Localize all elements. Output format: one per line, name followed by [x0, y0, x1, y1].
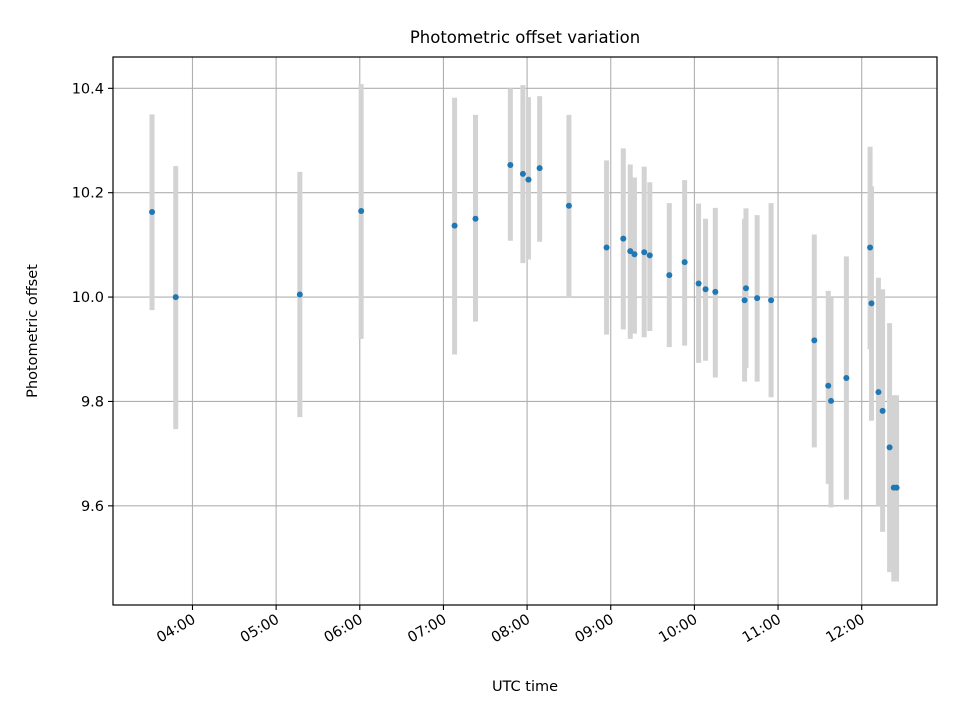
y-axis-label: Photometric offset	[25, 264, 41, 398]
data-point	[603, 244, 610, 251]
y-tick-label: 9.6	[81, 499, 104, 515]
data-point	[893, 484, 900, 491]
data-point	[843, 374, 850, 381]
data-point	[627, 248, 634, 255]
data-point	[149, 209, 156, 216]
data-point	[358, 207, 365, 214]
data-point	[712, 288, 719, 295]
data-point	[172, 294, 179, 301]
data-point	[646, 252, 653, 259]
data-point	[536, 165, 543, 172]
data-point	[472, 215, 479, 222]
data-point	[620, 235, 627, 242]
data-point	[631, 251, 638, 258]
y-tick-label: 9.8	[81, 394, 104, 410]
data-point	[507, 162, 514, 169]
y-tick-label: 10.4	[72, 81, 104, 97]
data-point	[702, 286, 709, 293]
data-point	[519, 170, 526, 177]
data-point	[879, 407, 886, 414]
data-point	[828, 397, 835, 404]
data-point	[867, 244, 874, 251]
data-point	[681, 259, 688, 266]
data-point	[666, 272, 673, 279]
data-point	[886, 444, 893, 451]
chart-title: Photometric offset variation	[410, 28, 640, 47]
data-point	[525, 176, 532, 183]
data-point	[825, 382, 832, 389]
data-point	[768, 297, 775, 304]
x-axis-label: UTC time	[492, 679, 558, 695]
data-point	[868, 300, 875, 307]
data-point	[811, 337, 818, 344]
y-tick-label: 10.0	[72, 290, 104, 306]
data-point	[451, 222, 458, 229]
data-point	[741, 297, 748, 304]
data-point	[754, 295, 761, 302]
data-point	[565, 202, 572, 209]
data-point	[875, 389, 882, 396]
y-axis-ticks: 9.6 9.8 10.0 10.2 10.4	[72, 81, 113, 515]
plot-frame	[112, 56, 938, 606]
data-points	[149, 162, 900, 491]
data-point	[296, 291, 303, 298]
data-point	[742, 285, 749, 292]
data-point	[641, 249, 648, 256]
y-tick-label: 10.2	[72, 186, 104, 202]
data-point	[695, 280, 702, 287]
